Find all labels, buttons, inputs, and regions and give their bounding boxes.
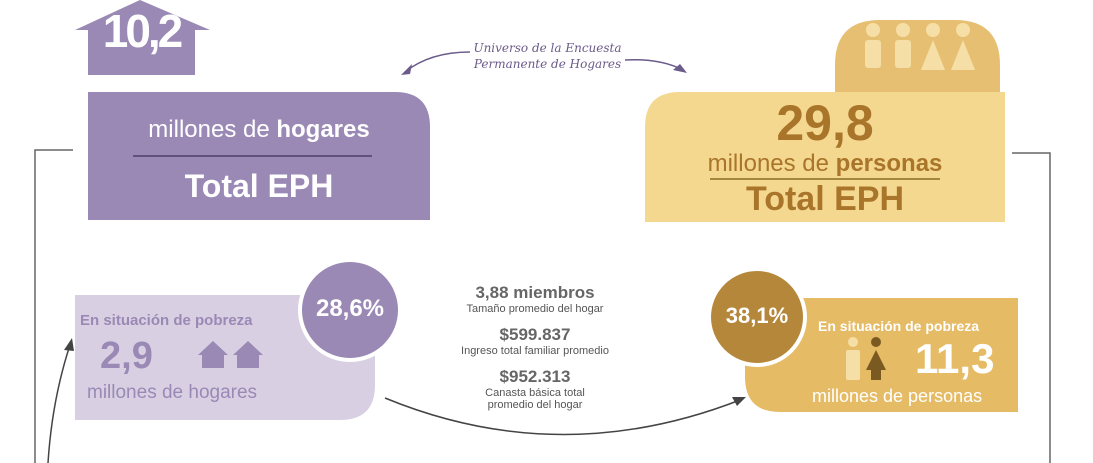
poor-households-percent: 28,6% (315, 295, 385, 322)
arrowhead (673, 64, 687, 73)
poor-households-box (75, 295, 375, 420)
stat-value: 3,88 miembros (475, 283, 595, 302)
arrow (47, 344, 71, 463)
people-icons (865, 23, 975, 70)
frame-line (1012, 152, 1051, 463)
text: Universo de la Encuesta (473, 41, 622, 55)
poor-households-value: 2,9 (100, 335, 153, 377)
stat-caption: promedio del hogar (487, 399, 583, 411)
text: hogares (276, 116, 370, 143)
stat-caption: Canasta básica total (485, 387, 585, 399)
stats: 3,88 miembros Tamaño promedio del hogar $5… (450, 283, 620, 421)
frame-line (34, 149, 73, 463)
persons-total: Total EPH (745, 180, 905, 218)
people-icons (866, 337, 886, 380)
stat: $599.837 Ingreso total familiar promedio (450, 325, 620, 357)
universe-label: Universo de la Encuesta Permanente de Hog… (465, 40, 630, 72)
poor-persons-label: En situación de pobreza (818, 318, 980, 334)
percent-circle (707, 267, 807, 367)
poor-persons-percent: 38,1% (725, 303, 789, 328)
stat-value: $599.837 (499, 325, 571, 344)
poor-persons-value: 11,3 (915, 335, 995, 382)
households-total: Total EPH (184, 168, 334, 204)
stat: $952.313 Canasta básica total promedio del… (450, 367, 620, 411)
percent-circle (298, 258, 402, 362)
stat-caption: Ingreso total familiar promedio (461, 345, 609, 357)
poor-households-unit: millones de hogares (87, 382, 258, 403)
house-icons (198, 341, 263, 368)
persons-unit: millones de personas (645, 150, 1005, 178)
text: Permanente de Hogares (473, 57, 622, 71)
stat-value: $952.313 (499, 367, 571, 386)
persons-box (645, 92, 1005, 222)
people-dome (835, 20, 1000, 100)
households-unit: millones de hogares (88, 116, 430, 144)
text: millones de (707, 150, 836, 177)
house-icon (75, 0, 210, 75)
text: millones de (148, 116, 277, 143)
people-icons (846, 337, 860, 380)
arrowhead (64, 338, 74, 351)
households-value: 10,2 (102, 5, 184, 57)
arrowhead (401, 64, 412, 75)
poor-persons-unit: millones de personas (812, 386, 983, 406)
arrow (404, 51, 471, 73)
stat-caption: Tamaño promedio del hogar (466, 303, 604, 315)
arrow (624, 58, 684, 71)
arrowhead (732, 397, 746, 406)
persons-value: 29,8 (776, 95, 874, 151)
arrow (384, 397, 741, 436)
text: personas (835, 150, 943, 177)
poor-persons-box (745, 298, 1018, 412)
stat: 3,88 miembros Tamaño promedio del hogar (450, 283, 620, 315)
poor-households-label: En situación de pobreza (80, 312, 253, 329)
